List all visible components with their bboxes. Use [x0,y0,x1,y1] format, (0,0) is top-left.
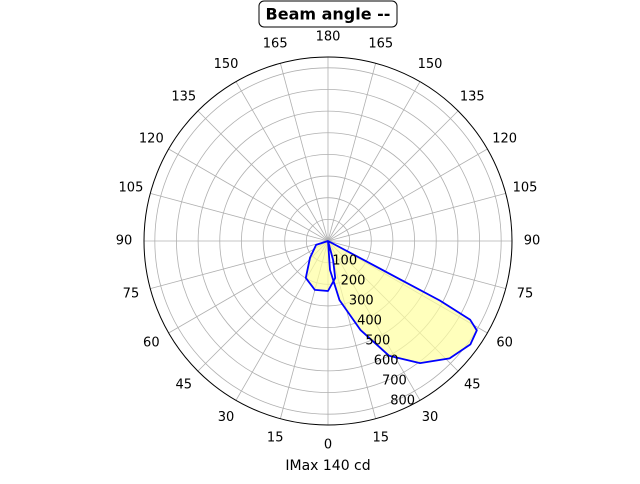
grid-spoke [168,148,329,242]
theta-tick-label: 90 [116,234,133,249]
grid-spoke [168,240,329,334]
grid-spoke [279,63,329,242]
theta-tick-label: 15 [373,431,390,446]
theta-tick-label: 120 [492,132,517,147]
r-tick-label: 400 [357,313,382,328]
theta-tick-label: 75 [123,286,140,301]
theta-tick-label: 45 [175,378,192,393]
grid-spoke [197,240,329,372]
r-tick-label: 700 [382,373,407,388]
theta-tick-label: 120 [139,132,164,147]
grid-spoke [197,110,329,242]
r-tick-label: 200 [341,273,366,288]
theta-tick-label: 150 [418,57,443,72]
theta-tick-label: 0 [324,438,332,453]
r-tick-label: 100 [332,253,357,268]
beam-line [304,240,478,364]
grid-spoke [327,110,459,242]
theta-tick-label: 165 [368,36,393,51]
r-tick-label: 300 [349,293,374,308]
grid-spoke [327,81,421,242]
grid-spoke [327,63,377,242]
grid-spoke [327,148,488,242]
theta-tick-label: 150 [214,57,239,72]
theta-tick-label: 60 [496,336,513,351]
theta-tick-label: 180 [316,30,341,45]
x-label: IMax 140 cd [285,458,370,474]
title-box [258,0,398,28]
theta-tick-label: 30 [218,410,235,425]
theta-tick-label: 105 [513,181,538,196]
theta-tick-label: 75 [517,286,534,301]
theta-tick-label: 45 [464,378,481,393]
r-tick-label: 500 [365,333,390,348]
grid-spoke [235,81,329,242]
theta-tick-label: 105 [119,181,144,196]
r-tick-label: 600 [374,353,399,368]
beam-fill [305,241,477,364]
theta-tick-label: 60 [143,336,160,351]
r-tick-label: 800 [390,393,415,408]
theta-tick-label: 135 [460,89,485,104]
outer-frame [143,56,513,426]
theta-tick-label: 165 [263,36,288,51]
theta-tick-label: 90 [524,234,541,249]
theta-tick-label: 30 [422,410,439,425]
theta-tick-label: 135 [171,89,196,104]
grid-spoke [327,192,506,242]
grid-spoke [150,240,329,290]
chart-title: Beam angle -- [266,5,391,24]
grid-spoke [327,240,506,290]
theta-tick-label: 15 [267,431,284,446]
grid-spoke [150,192,329,242]
